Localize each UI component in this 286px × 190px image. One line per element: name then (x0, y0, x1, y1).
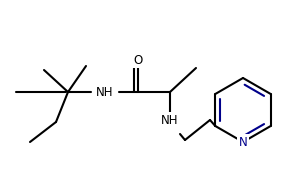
Text: O: O (133, 54, 143, 66)
Text: NH: NH (96, 86, 114, 98)
Text: N: N (239, 135, 247, 149)
Text: NH: NH (161, 113, 179, 127)
